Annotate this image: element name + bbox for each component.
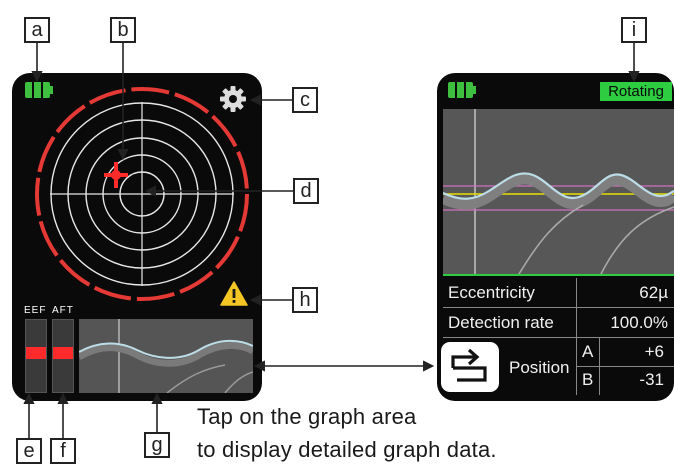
radar-display[interactable]: [12, 73, 262, 313]
callout-e: e: [16, 438, 42, 464]
mini-graph-trace-2: [224, 371, 253, 393]
battery-icon: [448, 82, 476, 98]
front-level-bar[interactable]: [25, 319, 47, 393]
detail-screen: Rotating Eccentricity 62µ Detection rate…: [437, 73, 674, 401]
aft-level-indicator: [53, 347, 73, 359]
main-screen: EEF AFT: [12, 73, 262, 401]
caption-line-2: to display detailed graph data.: [197, 437, 497, 462]
table-row-detection-rate: Detection rate 100.0%: [443, 308, 674, 338]
data-table: Eccentricity 62µ Detection rate 100.0% P…: [441, 278, 674, 395]
back-icon: [451, 348, 487, 382]
callout-h: h: [292, 287, 318, 313]
position-col-divider: [599, 338, 600, 395]
position-a-b-divider: [577, 366, 674, 367]
callout-g: g: [144, 432, 170, 458]
crosshair-icon: [104, 162, 128, 188]
front-bar-label: EEF: [24, 305, 47, 316]
detection-rate-value: 100.0%: [610, 313, 668, 332]
detail-graph[interactable]: [443, 109, 674, 274]
detail-graph-wave: [443, 172, 674, 200]
gear-icon[interactable]: [219, 85, 247, 113]
position-label: Position: [509, 358, 570, 377]
position-b-label: B: [582, 370, 594, 389]
front-level-indicator: [26, 347, 46, 359]
detail-graph-trace-1: [518, 204, 584, 274]
callout-f: f: [50, 438, 76, 464]
mini-graph-trace-1: [166, 364, 226, 393]
position-b-value: -31: [639, 370, 664, 389]
mini-graph-wave: [79, 339, 253, 359]
aft-bar-label: AFT: [52, 305, 74, 316]
battery-icon: [25, 82, 53, 98]
warning-icon: [220, 281, 248, 306]
callout-b: b: [110, 17, 136, 43]
row-divider-vertical: [576, 278, 577, 307]
mini-graph-band: [79, 342, 253, 367]
detail-graph-band: [443, 174, 674, 210]
detection-rate-label: Detection rate: [448, 313, 554, 332]
row-divider-vertical: [576, 308, 577, 337]
mini-graph-area[interactable]: [79, 319, 253, 393]
callout-a: a: [24, 17, 50, 43]
callout-c: c: [292, 87, 318, 113]
caption-line-1: Tap on the graph area: [197, 404, 417, 429]
eccentricity-value: 62µ: [639, 283, 668, 302]
outer-red-ring: [35, 87, 249, 301]
callout-d: d: [293, 178, 319, 204]
position-divider: [576, 338, 577, 395]
eccentricity-label: Eccentricity: [448, 283, 535, 302]
detail-graph-trace-2: [600, 206, 674, 274]
graph-divider: [443, 274, 674, 276]
position-a-value: +6: [644, 342, 664, 361]
callout-i: i: [621, 17, 647, 43]
rotating-status-badge: Rotating: [600, 82, 672, 101]
position-a-label: A: [582, 342, 594, 361]
aft-level-bar[interactable]: [52, 319, 74, 393]
back-button[interactable]: [441, 342, 499, 392]
table-row-eccentricity: Eccentricity 62µ: [443, 278, 674, 308]
